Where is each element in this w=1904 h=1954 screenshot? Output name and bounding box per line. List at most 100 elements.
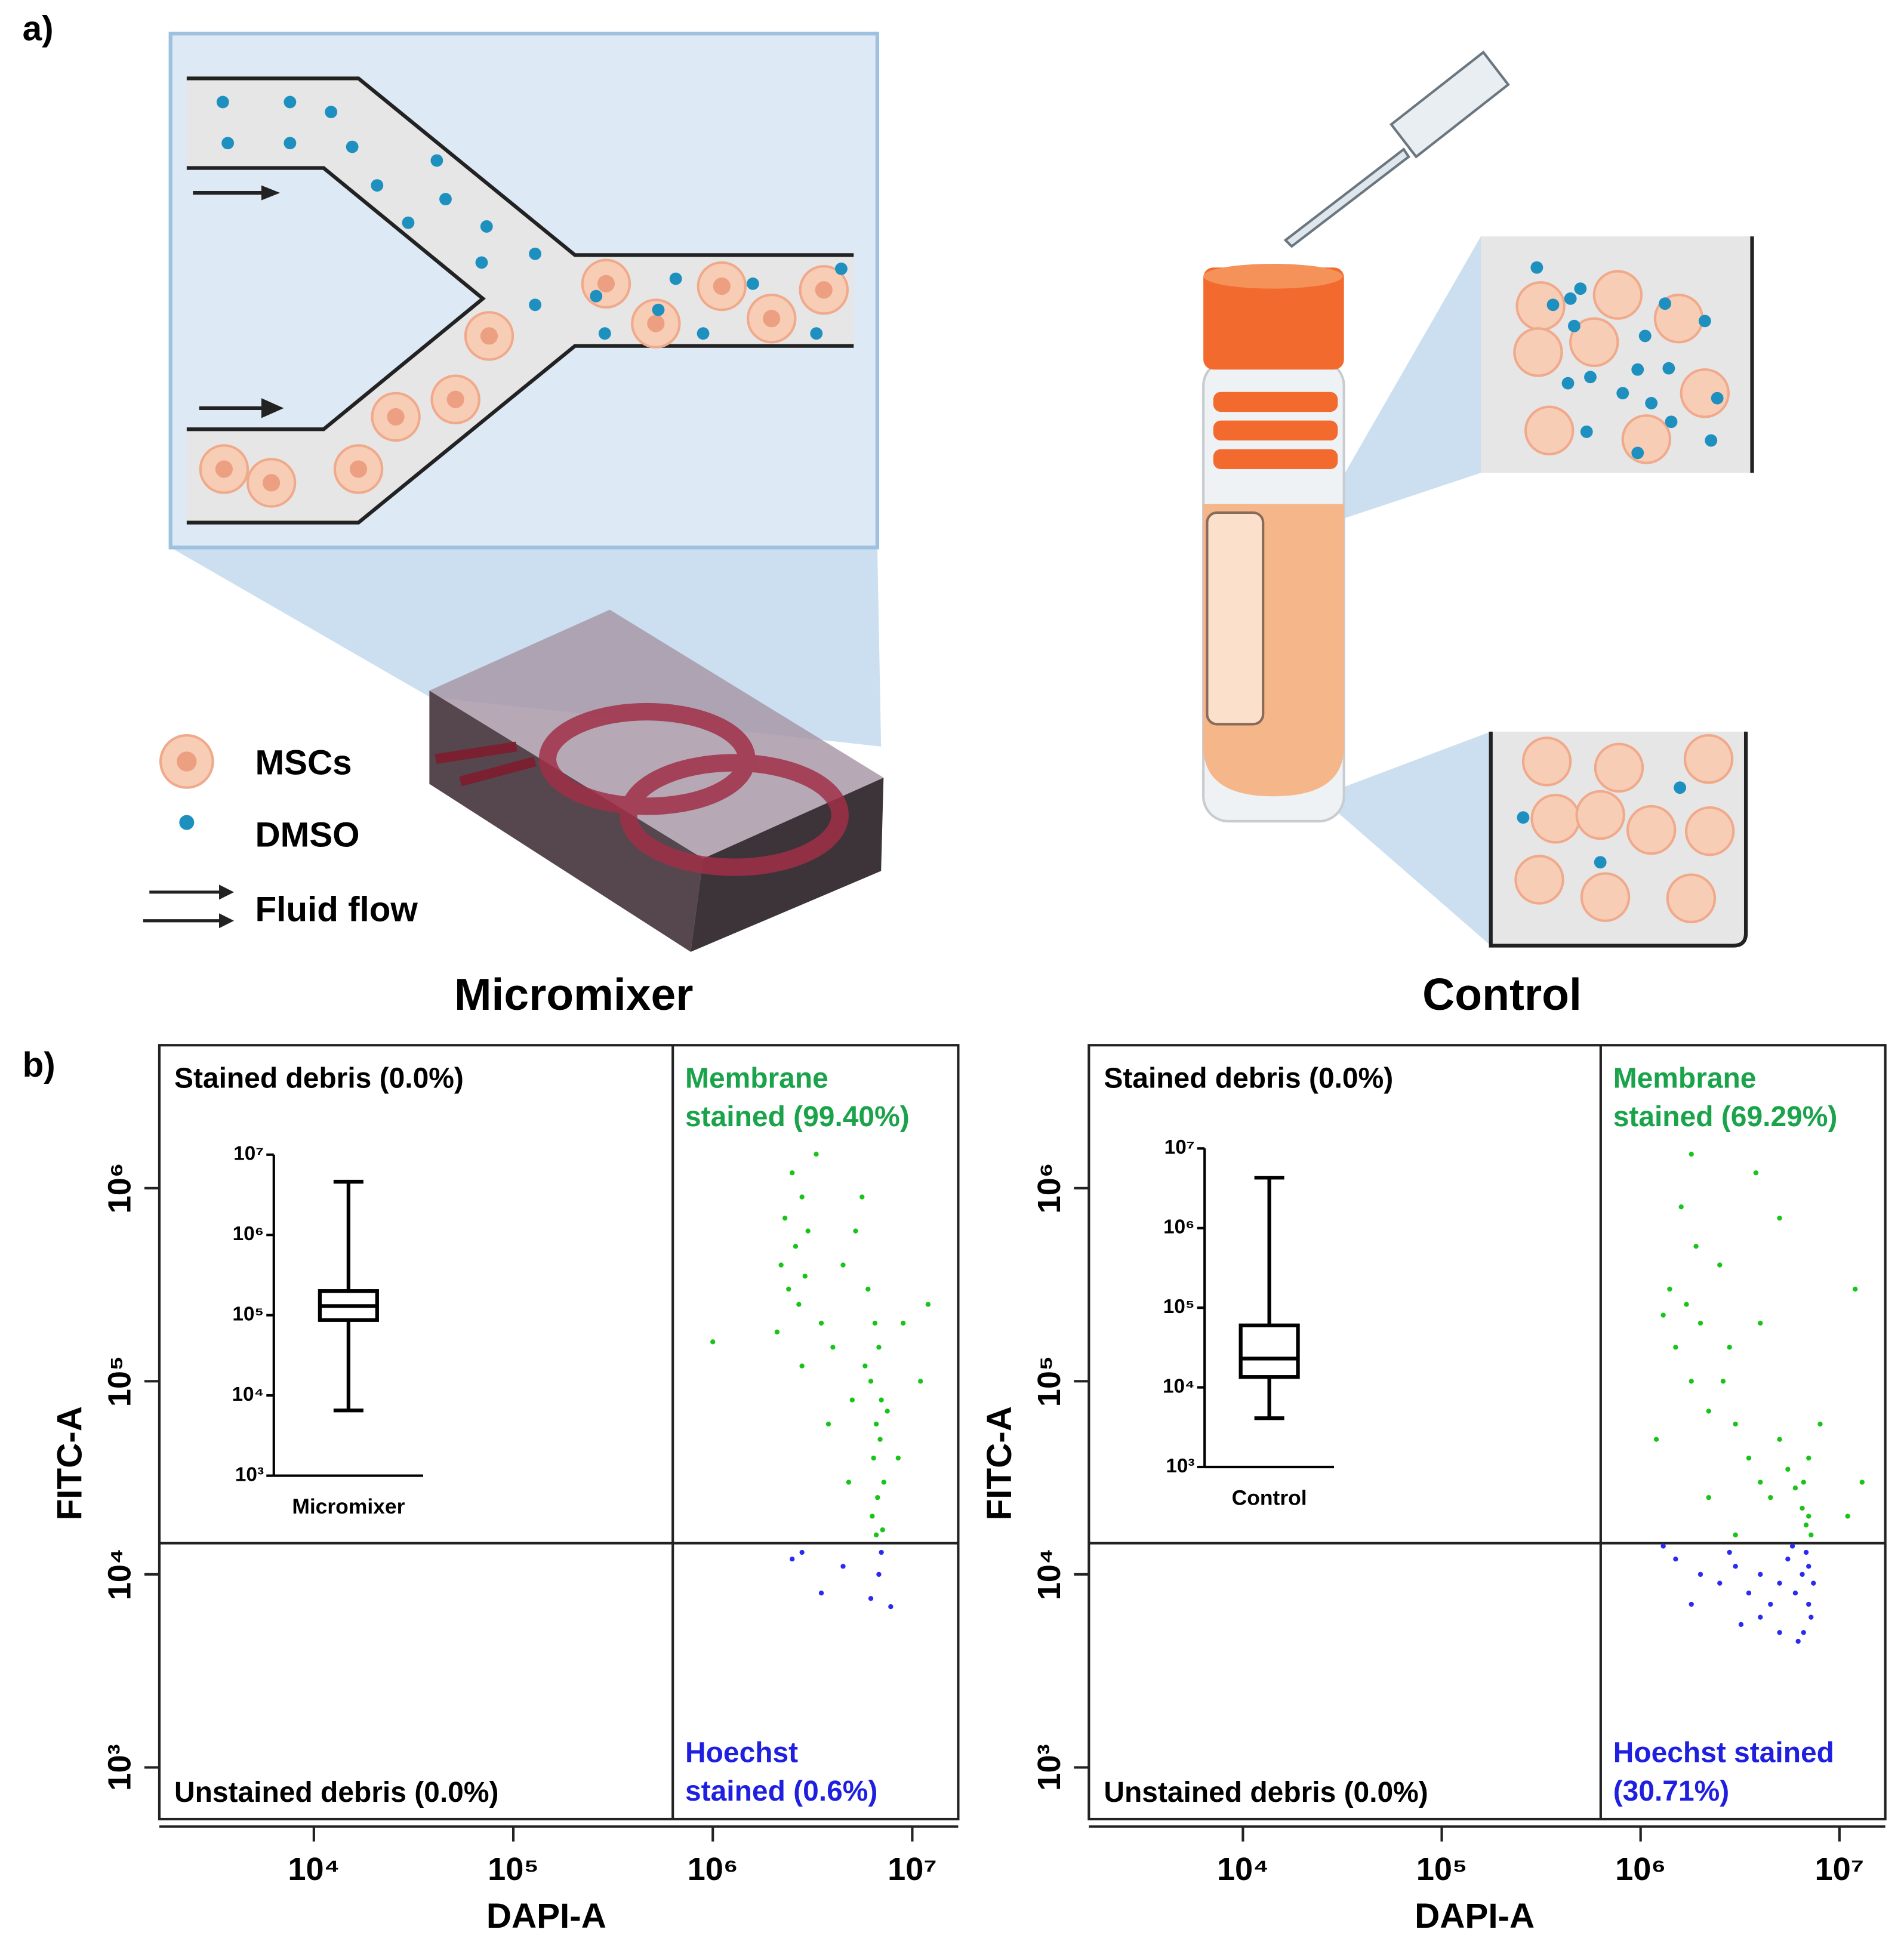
scatter-point (1801, 1480, 1806, 1485)
scatter-point (1706, 1494, 1711, 1500)
x-axis-label: DAPI-A (486, 1897, 606, 1935)
y-tick-label: 10⁶ (1031, 1163, 1067, 1213)
y-tick-label: 10⁴ (1031, 1548, 1067, 1600)
x-tick-label: 10⁶ (1615, 1851, 1666, 1887)
scatter-point (1667, 1286, 1672, 1292)
scatter-point (872, 1320, 878, 1326)
scatter-point (786, 1286, 791, 1292)
y-tick-label: 10⁴ (232, 1383, 264, 1406)
scatter-point (1758, 1320, 1763, 1326)
illustration (143, 32, 1754, 952)
quadrant-label: Unstained debris (0.0%) (1104, 1777, 1428, 1808)
quadrant-label: Hoechst (685, 1737, 798, 1768)
quadrant-label: Hoechst stained (1613, 1737, 1834, 1768)
scatter-point (1806, 1601, 1811, 1607)
scatter-point (1803, 1522, 1809, 1528)
scatter-point (799, 1363, 805, 1369)
scatter-point (805, 1228, 811, 1234)
scatter-point (879, 1397, 884, 1403)
scatter-point (830, 1345, 836, 1350)
scatter-point (778, 1262, 784, 1268)
scatter-point (868, 1379, 874, 1384)
scatter-point (875, 1494, 880, 1500)
scatter-point (825, 1421, 831, 1427)
scatter-point (1811, 1580, 1816, 1586)
scatter-point (1717, 1580, 1723, 1586)
panel-label: b) (23, 1046, 56, 1084)
scatter-point (1777, 1630, 1782, 1635)
scatter-point (876, 1571, 882, 1577)
scatter-point (818, 1320, 824, 1326)
x-tick-label: 10⁴ (288, 1851, 340, 1887)
x-tick-label: 10⁵ (1416, 1851, 1468, 1887)
box (1238, 1323, 1300, 1379)
scatter-point (799, 1194, 805, 1200)
scatter-point (814, 1151, 819, 1157)
scatter-point (1727, 1549, 1732, 1555)
scatter-point (790, 1170, 795, 1176)
scatter-point (1768, 1601, 1773, 1607)
scatter-point (1809, 1614, 1814, 1620)
scatter-point (900, 1320, 906, 1326)
scatter-point (1758, 1614, 1763, 1620)
scatter-point (1733, 1564, 1738, 1569)
y-axis-label: FITC-A (50, 1406, 89, 1520)
scatter-point (1727, 1345, 1732, 1350)
scatter-point (1801, 1630, 1806, 1635)
scatter-point (1689, 1601, 1694, 1607)
scatter-point (888, 1604, 894, 1610)
scatter-point (1817, 1421, 1823, 1427)
scatter-point (1733, 1421, 1738, 1427)
scatter-point (1706, 1409, 1711, 1414)
scatter-point (877, 1437, 883, 1442)
scatter-point (1803, 1549, 1809, 1555)
scatter-point (1660, 1543, 1666, 1549)
scatter-point (1785, 1557, 1791, 1562)
scatter-point (881, 1480, 886, 1485)
scatter-point (859, 1194, 865, 1200)
scatter-point (1777, 1437, 1782, 1442)
scatter-point (1746, 1455, 1752, 1461)
scatter-point (925, 1302, 931, 1307)
scatter-point (1859, 1480, 1865, 1485)
scatter-point (895, 1455, 901, 1461)
y-tick-label: 10⁵ (232, 1303, 264, 1325)
scatter-point (1758, 1480, 1763, 1485)
legend-label: Fluid flow (255, 890, 418, 929)
panel-a-labels: a) b) MSCs DMSO Fluid flow (23, 10, 418, 1085)
x-tick-label: Micromixer (292, 1494, 405, 1518)
quadrant-label: Membrane (685, 1062, 828, 1094)
y-tick-label: 10⁵ (102, 1355, 138, 1407)
quadrant-label: Stained debris (0.0%) (174, 1062, 464, 1094)
scatter-point (802, 1274, 808, 1279)
scatter-point (1800, 1505, 1805, 1511)
x-tick-label: 10⁷ (888, 1851, 937, 1887)
y-axis-label: FITC-A (980, 1406, 1019, 1520)
scatter-point (1660, 1312, 1666, 1318)
quadrant-label: (30.71%) (1613, 1776, 1730, 1807)
scatter-point (782, 1215, 788, 1221)
scatter-point (1792, 1591, 1798, 1596)
scatter-point (774, 1329, 780, 1334)
scatter-point (873, 1532, 879, 1538)
scatter-point (870, 1514, 875, 1519)
scatter-point (918, 1379, 923, 1384)
scatter-point (865, 1286, 871, 1292)
y-tick-label: 10³ (1031, 1744, 1067, 1790)
x-tick-label: 10⁶ (688, 1851, 738, 1887)
y-tick-label: 10⁵ (1163, 1296, 1195, 1318)
scatter-point (1720, 1379, 1726, 1384)
x-tick-label: Control (1232, 1486, 1307, 1510)
quadrant-label: stained (0.6%) (685, 1776, 877, 1807)
scatter-point (710, 1339, 716, 1345)
scatter-point (1673, 1345, 1678, 1350)
scatter-point (1777, 1215, 1782, 1221)
quadrant-label: Unstained debris (0.0%) (174, 1777, 498, 1808)
scatter-point (1746, 1591, 1752, 1596)
scatter-point (1697, 1571, 1703, 1577)
scatter-point (868, 1596, 874, 1601)
scatter-point (1689, 1151, 1694, 1157)
scatter-point (796, 1302, 802, 1307)
scatter-point (1777, 1580, 1782, 1586)
scatter-point (853, 1228, 858, 1234)
